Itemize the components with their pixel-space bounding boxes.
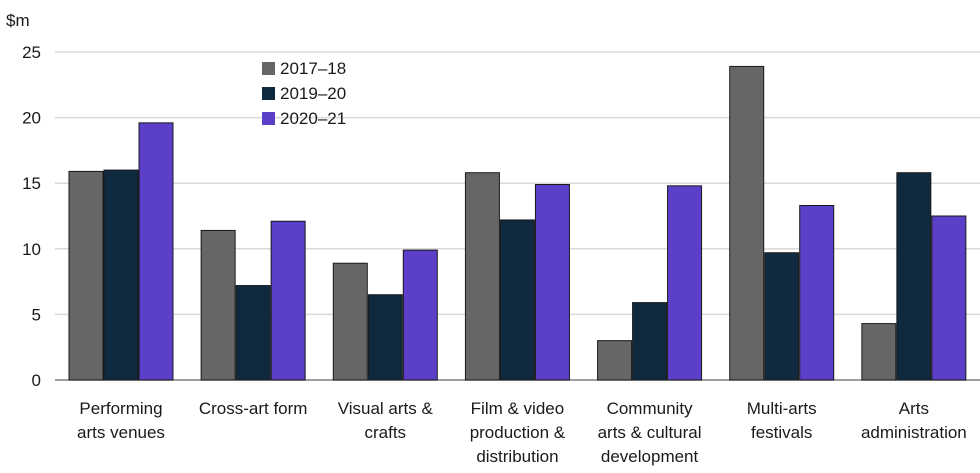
legend-swatch-2 bbox=[262, 87, 275, 100]
bar-3-series-1 bbox=[332, 262, 368, 381]
bar-4-series-3 bbox=[534, 184, 570, 381]
bar-6-series-1 bbox=[729, 65, 765, 381]
bar-4-series-1 bbox=[464, 172, 500, 381]
bars bbox=[68, 65, 967, 381]
legend: 2017–18 2019–20 2020–21 bbox=[262, 59, 346, 128]
legend-label-3: 2020–21 bbox=[280, 109, 346, 128]
bar-3-series-3 bbox=[402, 249, 438, 381]
y-tick-label: 20 bbox=[22, 109, 41, 128]
category-label: Visual arts & crafts bbox=[338, 399, 434, 442]
bar-3-series-2 bbox=[367, 294, 403, 381]
legend-label-2: 2019–20 bbox=[280, 84, 346, 103]
legend-swatch-1 bbox=[262, 62, 275, 75]
category-label: Multi-arts festivals bbox=[747, 399, 817, 442]
bar-4-series-2 bbox=[499, 219, 535, 381]
legend-swatch-3 bbox=[262, 112, 275, 125]
y-axis-unit-label: $m bbox=[6, 11, 30, 30]
bar-2-series-1 bbox=[200, 229, 236, 381]
bar-1-series-1 bbox=[68, 170, 104, 381]
bar-1-series-2 bbox=[103, 169, 139, 381]
bar-6-series-3 bbox=[799, 205, 835, 381]
bar-5-series-2 bbox=[632, 302, 668, 381]
bar-2-series-2 bbox=[235, 285, 271, 381]
y-tick-label: 5 bbox=[32, 305, 41, 324]
bar-7-series-2 bbox=[896, 172, 932, 381]
legend-label-1: 2017–18 bbox=[280, 59, 346, 78]
category-label: Film & video production & distribution bbox=[470, 399, 566, 466]
y-tick-label: 15 bbox=[22, 174, 41, 193]
bar-7-series-1 bbox=[861, 323, 897, 381]
y-tick-label: 0 bbox=[32, 371, 41, 390]
bar-1-series-3 bbox=[138, 122, 174, 381]
bar-5-series-1 bbox=[597, 340, 633, 381]
bar-5-series-3 bbox=[667, 185, 703, 381]
category-label: Cross-art form bbox=[199, 399, 308, 418]
category-label: Community arts & cultural development bbox=[598, 399, 702, 466]
bar-2-series-3 bbox=[270, 220, 306, 381]
category-label: Arts administration bbox=[861, 399, 967, 442]
category-labels: Performing arts venues Cross-art form Visua… bbox=[77, 399, 967, 466]
bar-6-series-2 bbox=[764, 252, 800, 381]
y-tick-label: 25 bbox=[22, 43, 41, 62]
bar-7-series-3 bbox=[931, 215, 967, 381]
category-label: Performing arts venues bbox=[77, 399, 165, 442]
y-tick-label: 10 bbox=[22, 240, 41, 259]
